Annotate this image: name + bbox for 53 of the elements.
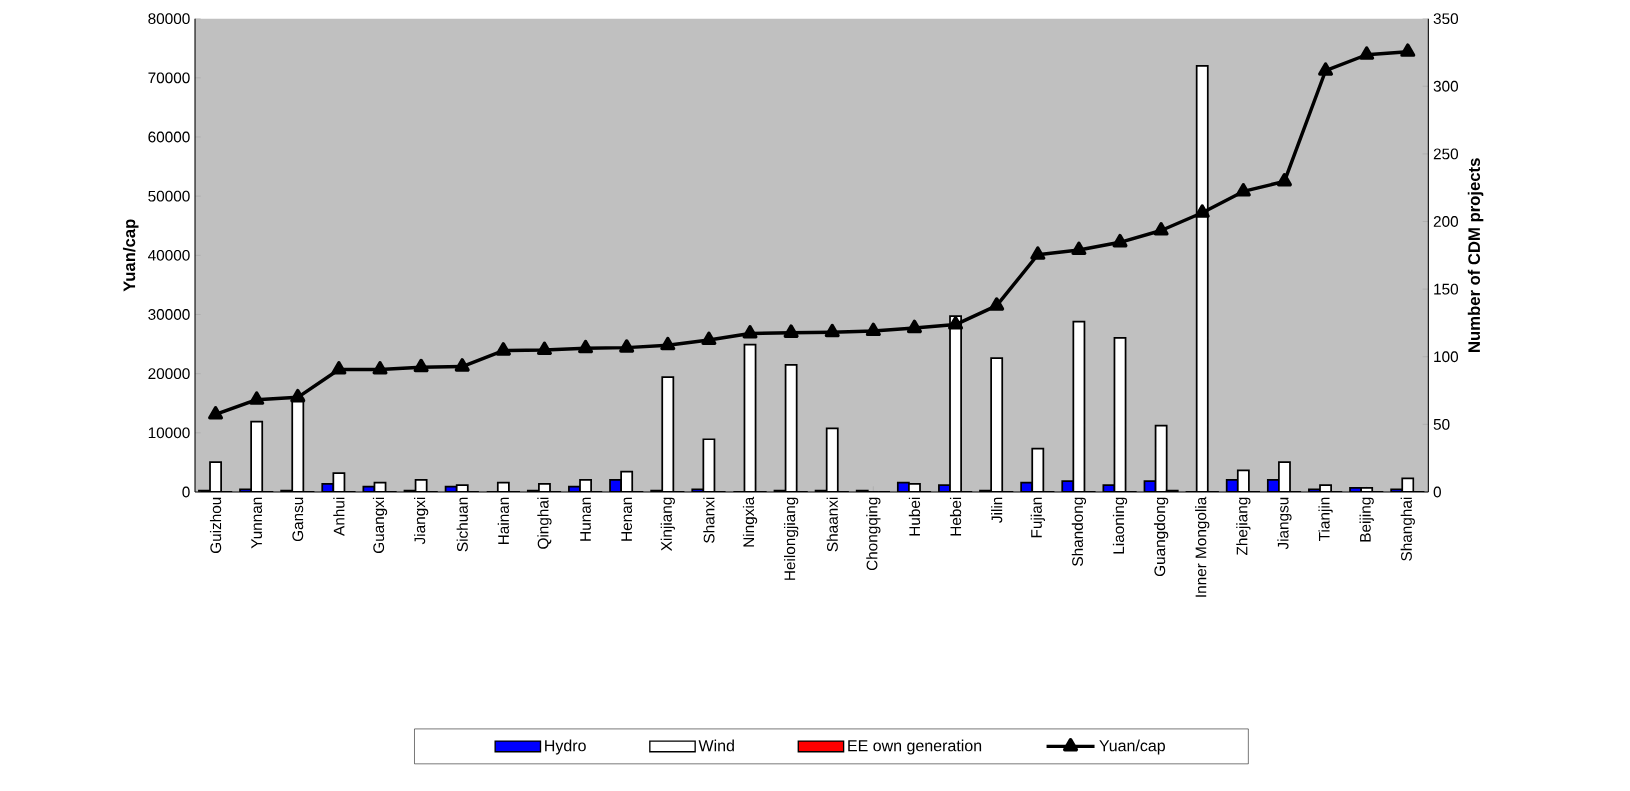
x-tick-label: Gansu (292, 497, 304, 542)
x-tick-label: Sichuan (456, 497, 468, 552)
y2-tick-label: 300 (1433, 80, 1459, 92)
y-tick-label: 30000 (148, 309, 190, 320)
y2-tick-label: 200 (1433, 216, 1459, 227)
x-tick-label: Shandong (1071, 497, 1087, 566)
y2-tick-label: 250 (1433, 148, 1459, 160)
x-tick-label: Heilongjiang (783, 497, 799, 580)
y2-tick-label: 50 (1433, 418, 1450, 430)
y-tick-label: 50000 (148, 190, 190, 202)
x-tick-label: Xinjiang (660, 497, 675, 551)
x-tick-label: Shanxi (703, 497, 715, 543)
x-tick-label: Jiangsu (1277, 497, 1292, 550)
y-tick-label: 70000 (148, 72, 190, 84)
x-tick-label: Yunnan (251, 497, 263, 549)
x-tick-label: Guangdong (1153, 497, 1169, 577)
x-tick-label: Beijing (1359, 497, 1374, 542)
x-tick-label: Liaoning (1112, 497, 1128, 554)
x-tick-label: Guizhou (209, 497, 222, 554)
y-tick-label: 60000 (148, 131, 190, 143)
x-tick-label: Fujian (1030, 497, 1045, 538)
x-tick-label: Chongqing (866, 497, 881, 571)
y-tick-label: 0 (182, 486, 190, 498)
x-tick-label: Inner Mongolia (1195, 496, 1210, 597)
x-tick-label: Anhui (333, 497, 345, 536)
x-tick-label: Zhejiang (1236, 497, 1251, 556)
x-tick-label: Hubei (908, 497, 921, 536)
x-tick-label: Hainan (497, 497, 509, 545)
y2-tick-label: 150 (1434, 283, 1459, 295)
y-axis-title: Yuan/cap (122, 219, 139, 292)
x-tick-label: Qinghai (537, 497, 552, 549)
y2-axis-title: Number of CDM projects (1467, 158, 1484, 352)
legend-label: Yuan/cap (1099, 739, 1165, 755)
y2-tick-label: 100 (1434, 351, 1459, 363)
x-tick-label: Tianjin (1318, 497, 1333, 541)
x-tick-label: Hunan (580, 497, 591, 541)
x-tick-label: Guangxi (372, 497, 388, 554)
x-tick-label: Henan (621, 497, 633, 541)
x-tick-label: Jiangxi (413, 497, 429, 545)
x-tick-label: Shanghai (1400, 497, 1415, 561)
y-tick-label: 40000 (148, 249, 190, 261)
y-tick-label: 20000 (148, 368, 190, 380)
legend-label: Wind (698, 739, 734, 752)
x-tick-label: Ningxia (742, 496, 758, 547)
y2-tick-label: 350 (1433, 13, 1459, 25)
y-tick-label: 10000 (148, 427, 190, 439)
x-tick-label: Hebei (949, 497, 962, 536)
legend-label: Hydro (545, 739, 586, 755)
x-tick-label: Jilin (991, 497, 1003, 523)
y2-tick-label: 0 (1433, 486, 1441, 498)
legend-label: EE own generation (848, 739, 982, 755)
y-tick-label: 80000 (148, 13, 190, 25)
x-tick-label: Shaanxi (826, 497, 838, 552)
